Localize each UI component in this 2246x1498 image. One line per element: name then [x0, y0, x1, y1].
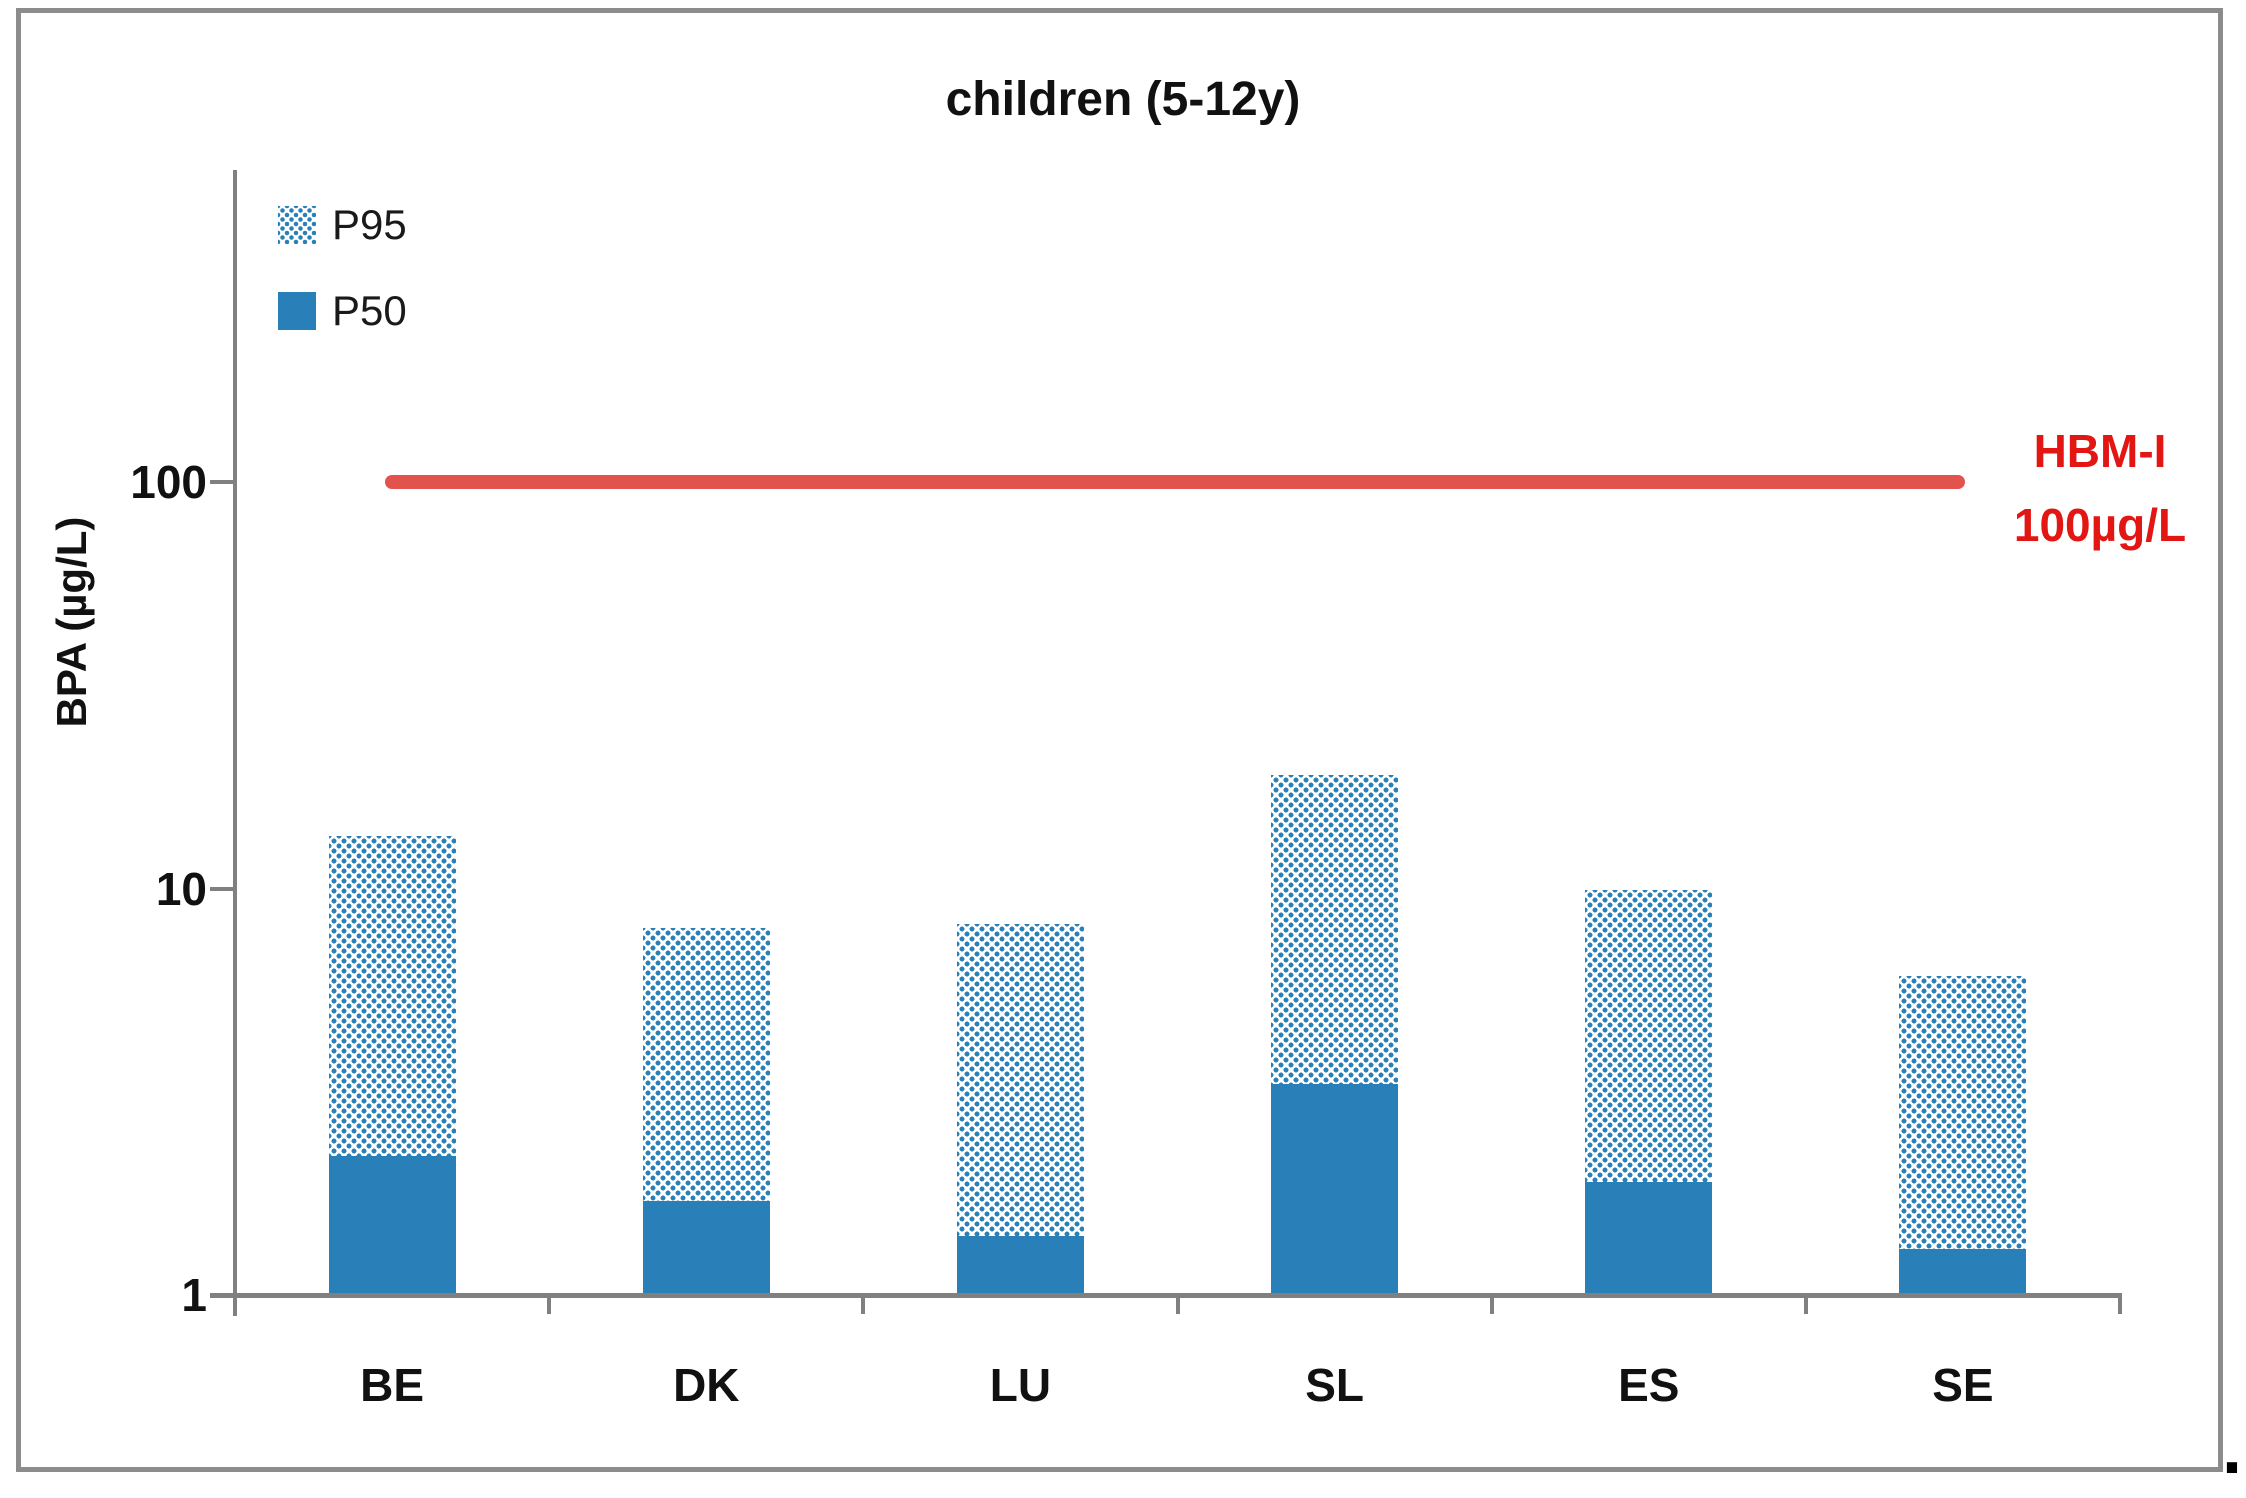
y-axis-tick — [210, 1293, 237, 1297]
x-axis-tick — [547, 1296, 552, 1314]
trailing-period: . — [2222, 1409, 2243, 1489]
x-tick-label-ES: ES — [1618, 1359, 1680, 1411]
y-axis-line — [233, 170, 237, 1316]
y-tick-label-1: 1 — [181, 1269, 207, 1321]
x-tick-label-LU: LU — [989, 1359, 1052, 1411]
bar-p50-ES — [1585, 1181, 1713, 1295]
x-tick-label-SE: SE — [1932, 1359, 1994, 1411]
bar-p50-DK — [642, 1201, 770, 1295]
bar-p95-SE — [1899, 975, 2027, 1249]
x-axis-tick — [2118, 1296, 2122, 1314]
x-axis-tick — [861, 1296, 866, 1314]
bar-p95-LU — [956, 923, 1084, 1236]
bar-p50-LU — [956, 1235, 1084, 1295]
x-tick-label-DK: DK — [673, 1359, 740, 1411]
bar-p95-DK — [642, 927, 770, 1202]
legend: P95 P50 — [278, 200, 407, 372]
x-tick-label-SL: SL — [1305, 1359, 1364, 1411]
bar-p95-SL — [1271, 775, 1399, 1085]
legend-swatch-p50-solid — [278, 292, 316, 330]
x-axis-tick — [1803, 1296, 1808, 1314]
y-axis-tick — [210, 480, 237, 484]
legend-item-p50: P50 — [278, 286, 407, 336]
hbm-annotation: HBM-I 100µg/L — [1980, 414, 2220, 562]
legend-label-p50: P50 — [332, 287, 407, 334]
y-tick-label-100: 100 — [130, 456, 207, 508]
hbm-reference-line — [385, 475, 1965, 489]
x-axis-tick — [1175, 1296, 1180, 1314]
legend-swatch-p95-dotted — [278, 206, 316, 244]
bar-p95-BE — [328, 835, 456, 1156]
x-axis-line — [210, 1293, 2122, 1298]
y-axis-title: BPA (µg/L) — [48, 516, 95, 728]
hbm-annotation-line2: 100µg/L — [2013, 499, 2187, 551]
y-axis-tick — [210, 886, 237, 891]
x-axis-tick — [1489, 1296, 1494, 1314]
bar-p50-BE — [328, 1155, 456, 1295]
x-tick-label-BE: BE — [360, 1359, 425, 1411]
legend-label-p95: P95 — [332, 201, 407, 248]
y-tick-label-10: 10 — [155, 862, 207, 915]
bar-p95-ES — [1585, 890, 1713, 1182]
bar-p50-SL — [1271, 1084, 1399, 1295]
bar-p50-SE — [1899, 1248, 2027, 1295]
figure-border — [16, 8, 2223, 1472]
hbm-annotation-line1: HBM-I — [2033, 425, 2167, 477]
legend-item-p95: P95 — [278, 200, 407, 250]
chart-title: children (5-12y) — [945, 73, 1301, 126]
